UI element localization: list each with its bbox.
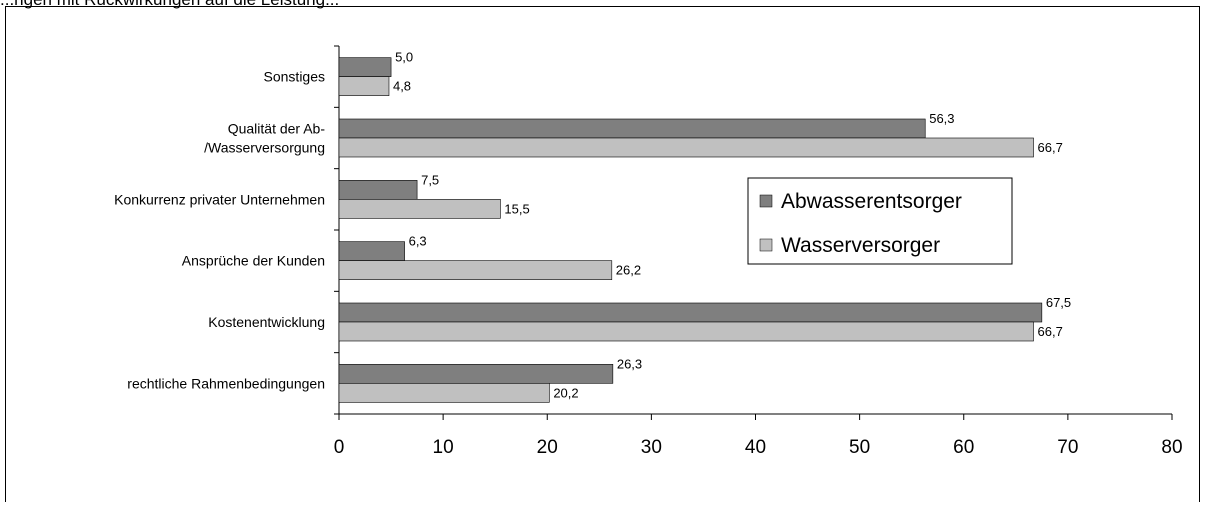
category-label: rechtliche Rahmenbedingungen [127,375,325,391]
partial-caption: ...ngen mit Rückwirkungen auf die Leistu… [0,0,339,10]
data-label: 26,2 [616,263,641,278]
category-label: Kostenentwicklung [208,314,325,330]
x-tick-label: 80 [1161,437,1182,458]
x-tick-label: 70 [1057,437,1078,458]
bar-abwasserentsorger [338,118,926,139]
legend-label: Wasserversorger [781,234,940,257]
data-label: 7,5 [421,172,439,187]
category-label: Ansprüche der Kunden [182,253,325,269]
bar-abwasserentsorger [338,57,392,77]
bar-abwasserentsorger [338,241,405,261]
data-label: 20,2 [553,385,578,400]
x-tick-label: 20 [537,437,558,458]
category-label: Konkurrenz privater Unternehmen [114,191,325,207]
legend-swatch [759,194,773,208]
x-tick-label: 40 [745,437,766,458]
legend-label: Abwasserentsorger [781,190,962,213]
legend-swatch [759,238,773,252]
bar-abwasserentsorger [338,364,614,384]
chart-frame [5,6,1200,502]
x-tick-label: 0 [334,437,345,458]
x-tick-label: 50 [849,437,870,458]
category-label: Sonstiges [264,69,325,85]
bar-abwasserentsorger [338,180,418,200]
bar-wasserversorger [338,76,390,96]
data-label: 56,3 [929,111,954,126]
bar-wasserversorger [338,383,550,403]
data-label: 4,8 [393,79,411,94]
data-label: 67,5 [1046,295,1071,310]
data-label: 66,7 [1038,140,1063,155]
x-tick-label: 10 [433,437,454,458]
data-label: 15,5 [504,201,529,216]
data-label: 6,3 [409,234,427,249]
chart-legend: Abwasserentsorger Wasserversorger [747,177,1013,265]
bar-wasserversorger [338,260,613,280]
bar-wasserversorger [338,199,501,219]
legend-box [747,177,1013,265]
data-label: 26,3 [617,356,642,371]
chart-bars [338,57,1043,403]
chart-labels: 0 10 20 30 40 50 60 70 80 Sonstiges 5,0 4,8 Qualität… [114,50,1182,458]
category-label: Qualität der Ab-/Wasserversorgung [204,121,325,156]
bar-wasserversorger [338,137,1034,158]
data-label: 66,7 [1038,324,1063,339]
x-tick-label: 60 [953,437,974,458]
bar-wasserversorger [338,321,1034,342]
x-tick-label: 30 [641,437,662,458]
bar-abwasserentsorger [338,302,1043,323]
data-label: 5,0 [395,50,413,65]
chart-axes [334,45,1173,420]
